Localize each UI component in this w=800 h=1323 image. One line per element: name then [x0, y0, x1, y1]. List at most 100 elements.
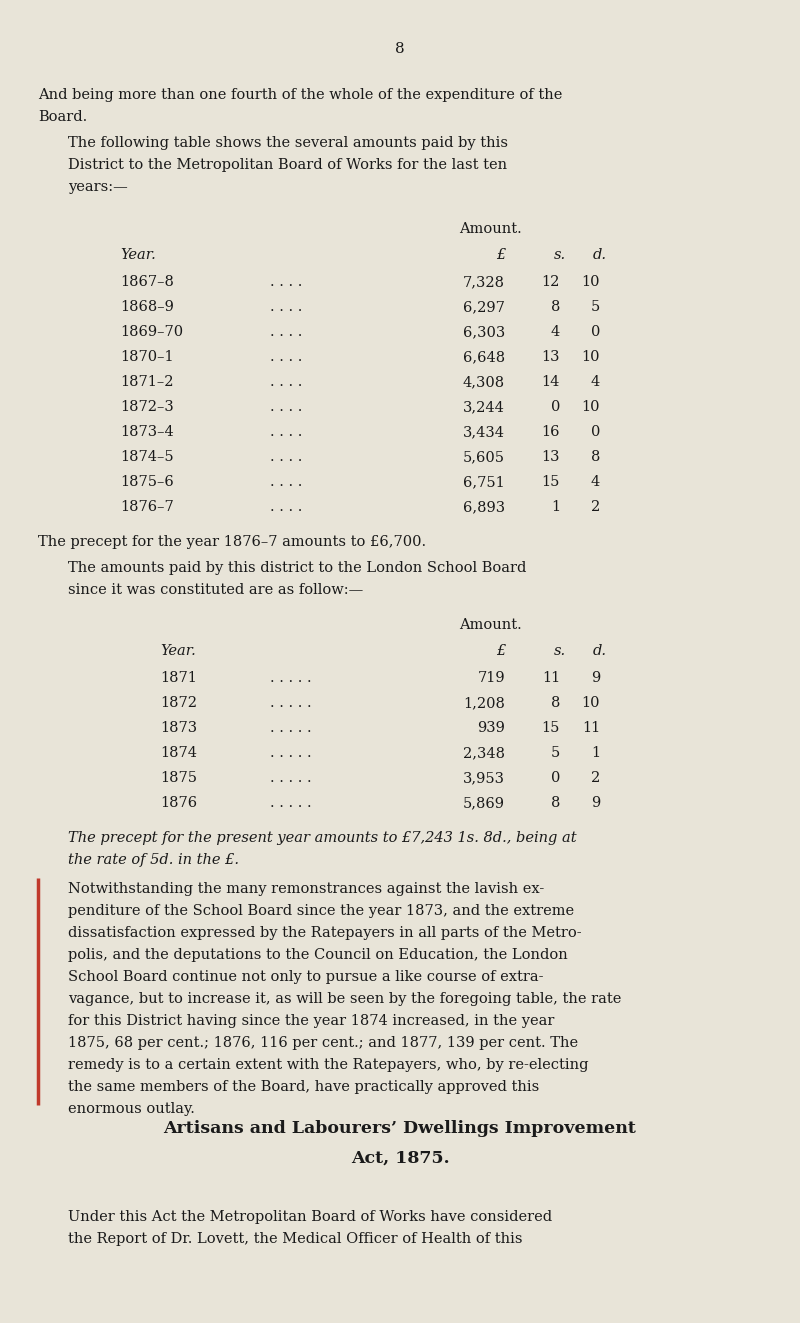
Text: 10: 10 [582, 400, 600, 414]
Text: The following table shows the several amounts paid by this: The following table shows the several am… [68, 136, 508, 149]
Text: Year.: Year. [160, 644, 196, 658]
Text: 1870–1: 1870–1 [120, 351, 174, 364]
Text: 6,751: 6,751 [463, 475, 505, 490]
Text: 6,297: 6,297 [463, 300, 505, 314]
Text: District to the Metropolitan Board of Works for the last ten: District to the Metropolitan Board of Wo… [68, 157, 507, 172]
Text: 0: 0 [590, 325, 600, 339]
Text: The precept for the year 1876–7 amounts to £6,700.: The precept for the year 1876–7 amounts … [38, 534, 426, 549]
Text: vagance, but to increase it, as will be seen by the foregoing table, the rate: vagance, but to increase it, as will be … [68, 992, 622, 1005]
Text: 13: 13 [542, 351, 560, 364]
Text: 15: 15 [542, 721, 560, 736]
Text: 8: 8 [550, 300, 560, 314]
Text: Act, 1875.: Act, 1875. [350, 1150, 450, 1167]
Text: £: £ [496, 247, 505, 262]
Text: . . . . .: . . . . . [270, 796, 312, 810]
Text: . . . .: . . . . [270, 351, 302, 364]
Text: Artisans and Labourers’ Dwellings Improvement: Artisans and Labourers’ Dwellings Improv… [163, 1121, 637, 1136]
Text: School Board continue not only to pursue a like course of extra-: School Board continue not only to pursue… [68, 970, 543, 984]
Text: 1,208: 1,208 [463, 696, 505, 710]
Text: 8: 8 [550, 696, 560, 710]
Text: 5: 5 [550, 746, 560, 759]
Text: 0: 0 [550, 400, 560, 414]
Text: 1873–4: 1873–4 [120, 425, 174, 439]
Text: remedy is to a certain extent with the Ratepayers, who, by re-electing: remedy is to a certain extent with the R… [68, 1058, 589, 1072]
Text: enormous outlay.: enormous outlay. [68, 1102, 195, 1117]
Text: 1: 1 [591, 746, 600, 759]
Text: 11: 11 [542, 671, 560, 685]
Text: . . . .: . . . . [270, 500, 302, 515]
Text: 12: 12 [542, 275, 560, 288]
Text: 8: 8 [550, 796, 560, 810]
Text: 4: 4 [550, 325, 560, 339]
Text: Year.: Year. [120, 247, 156, 262]
Text: 10: 10 [582, 275, 600, 288]
Text: 1871–2: 1871–2 [120, 374, 174, 389]
Text: 11: 11 [582, 721, 600, 736]
Text: 8: 8 [590, 450, 600, 464]
Text: for this District having since the year 1874 increased, in the year: for this District having since the year … [68, 1013, 554, 1028]
Text: 3,244: 3,244 [463, 400, 505, 414]
Text: 1868–9: 1868–9 [120, 300, 174, 314]
Text: . . . .: . . . . [270, 325, 302, 339]
Text: 6,893: 6,893 [463, 500, 505, 515]
Text: d.: d. [593, 644, 607, 658]
Text: 6,648: 6,648 [463, 351, 505, 364]
Text: polis, and the deputations to the Council on Education, the London: polis, and the deputations to the Counci… [68, 949, 568, 962]
Text: 3,953: 3,953 [463, 771, 505, 785]
Text: 0: 0 [590, 425, 600, 439]
Text: . . . .: . . . . [270, 374, 302, 389]
Text: 1875–6: 1875–6 [120, 475, 174, 490]
Text: 13: 13 [542, 450, 560, 464]
Text: 5: 5 [590, 300, 600, 314]
Text: 3,434: 3,434 [463, 425, 505, 439]
Text: 939: 939 [477, 721, 505, 736]
Text: Notwithstanding the many remonstrances against the lavish ex-: Notwithstanding the many remonstrances a… [68, 882, 544, 896]
Text: 2,348: 2,348 [463, 746, 505, 759]
Text: 14: 14 [542, 374, 560, 389]
Text: 16: 16 [542, 425, 560, 439]
Text: . . . .: . . . . [270, 300, 302, 314]
Text: 9: 9 [590, 671, 600, 685]
Text: 1867–8: 1867–8 [120, 275, 174, 288]
Text: 1: 1 [551, 500, 560, 515]
Text: 4: 4 [590, 475, 600, 490]
Text: The amounts paid by this district to the London School Board: The amounts paid by this district to the… [68, 561, 526, 576]
Text: the Report of Dr. Lovett, the Medical Officer of Health of this: the Report of Dr. Lovett, the Medical Of… [68, 1232, 522, 1246]
Text: 10: 10 [582, 696, 600, 710]
Text: Amount.: Amount. [458, 222, 522, 235]
Text: . . . .: . . . . [270, 425, 302, 439]
Text: penditure of the School Board since the year 1873, and the extreme: penditure of the School Board since the … [68, 904, 574, 918]
Text: 9: 9 [590, 796, 600, 810]
Text: 1872–3: 1872–3 [120, 400, 174, 414]
Text: . . . . .: . . . . . [270, 671, 312, 685]
Text: d.: d. [593, 247, 607, 262]
Text: Under this Act the Metropolitan Board of Works have considered: Under this Act the Metropolitan Board of… [68, 1211, 552, 1224]
Text: . . . . .: . . . . . [270, 771, 312, 785]
Text: 2: 2 [590, 500, 600, 515]
Text: Board.: Board. [38, 110, 87, 124]
Text: dissatisfaction expressed by the Ratepayers in all parts of the Metro-: dissatisfaction expressed by the Ratepay… [68, 926, 582, 941]
Text: . . . .: . . . . [270, 400, 302, 414]
Text: 5,605: 5,605 [463, 450, 505, 464]
Text: . . . .: . . . . [270, 450, 302, 464]
Text: 1875: 1875 [160, 771, 197, 785]
Text: 1869–70: 1869–70 [120, 325, 183, 339]
Text: . . . . .: . . . . . [270, 696, 312, 710]
Text: 4,308: 4,308 [463, 374, 505, 389]
Text: 15: 15 [542, 475, 560, 490]
Text: And being more than one fourth of the whole of the expenditure of the: And being more than one fourth of the wh… [38, 89, 562, 102]
Text: 1873: 1873 [160, 721, 197, 736]
Text: 10: 10 [582, 351, 600, 364]
Text: 1872: 1872 [160, 696, 197, 710]
Text: 1874: 1874 [160, 746, 197, 759]
Text: . . . .: . . . . [270, 475, 302, 490]
Text: s.: s. [554, 247, 566, 262]
Text: Amount.: Amount. [458, 618, 522, 632]
Text: 2: 2 [590, 771, 600, 785]
Text: 1871: 1871 [160, 671, 197, 685]
Text: the rate of 5d. in the £.: the rate of 5d. in the £. [68, 853, 239, 867]
Text: 8: 8 [395, 42, 405, 56]
Text: . . . . .: . . . . . [270, 746, 312, 759]
Text: s.: s. [554, 644, 566, 658]
Text: £: £ [496, 644, 505, 658]
